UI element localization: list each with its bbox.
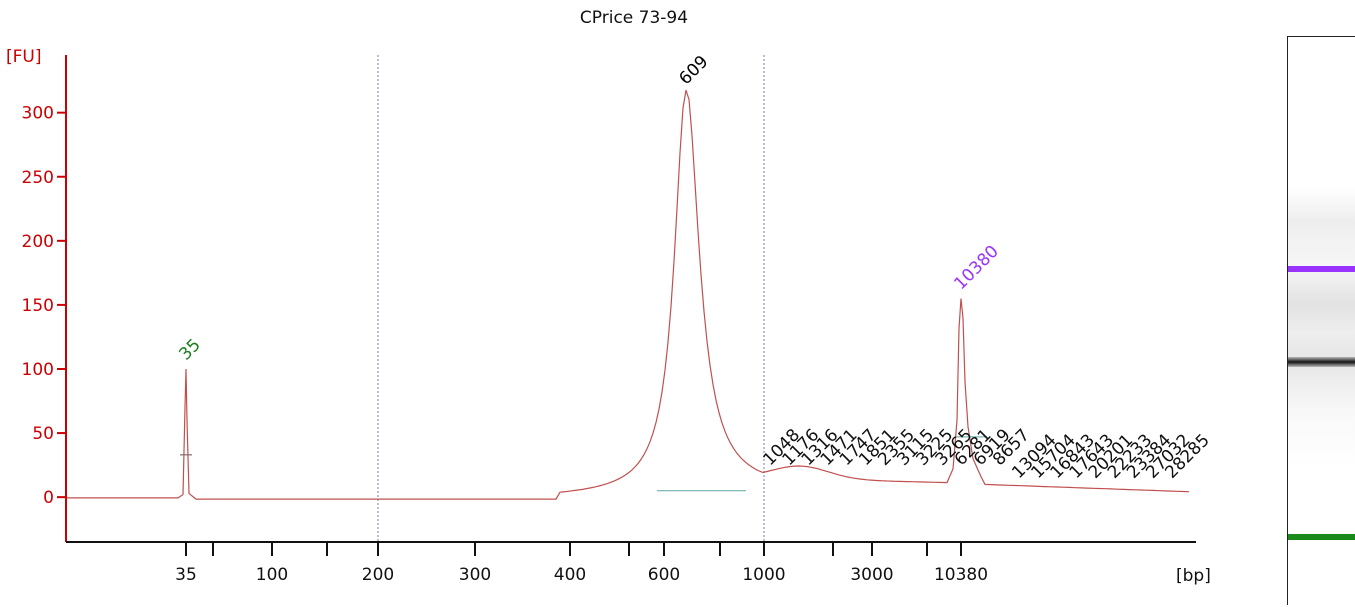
electropherogram-chart: CPrice 73-94 [FU] [bp] 0 50 100 150 200 250 30… [6, 8, 1214, 586]
grid-lines [377, 55, 765, 542]
x-axis-label: [bp] [1176, 566, 1211, 586]
y-axis-label: [FU] [6, 47, 42, 67]
x-tick-label: 200 [362, 565, 394, 585]
x-tick-label: 3000 [850, 565, 893, 585]
x-ticks: 35 100 200 300 400 600 1000 3000 10380 [175, 542, 988, 585]
x-tick-label: 100 [256, 565, 288, 585]
peak-label: 10380 [950, 242, 1002, 294]
y-tick-label: 200 [22, 232, 54, 252]
x-tick-label: 35 [175, 565, 197, 585]
y-ticks: 0 50 100 150 200 250 300 [22, 104, 66, 508]
gel-band-lower-marker [1288, 534, 1355, 540]
baseline-segments [180, 436, 987, 492]
gel-band-main [1288, 357, 1355, 367]
trace-group [66, 90, 1190, 500]
y-tick-label: 250 [22, 168, 54, 188]
trace-line [66, 90, 1190, 500]
x-tick-label: 10380 [934, 565, 988, 585]
x-tick-label: 1000 [742, 565, 785, 585]
y-tick-label: 150 [22, 296, 54, 316]
axes [65, 55, 1196, 543]
chart-title: CPrice 73-94 [580, 8, 688, 28]
y-tick-label: 100 [22, 360, 54, 380]
x-tick-label: 600 [648, 565, 680, 585]
gel-smear [1288, 187, 1355, 467]
gel-band-upper-marker [1288, 266, 1355, 272]
gel-lane [1287, 36, 1355, 605]
x-tick-label: 300 [459, 565, 491, 585]
x-tick-label: 400 [554, 565, 586, 585]
y-tick-label: 0 [43, 488, 54, 508]
peak-labels: 3560910380104811761316147117471851235531… [175, 52, 1213, 483]
peak-label: 609 [675, 52, 712, 89]
y-tick-label: 50 [32, 424, 54, 444]
y-tick-label: 300 [22, 104, 54, 124]
peak-label: 35 [175, 335, 204, 364]
